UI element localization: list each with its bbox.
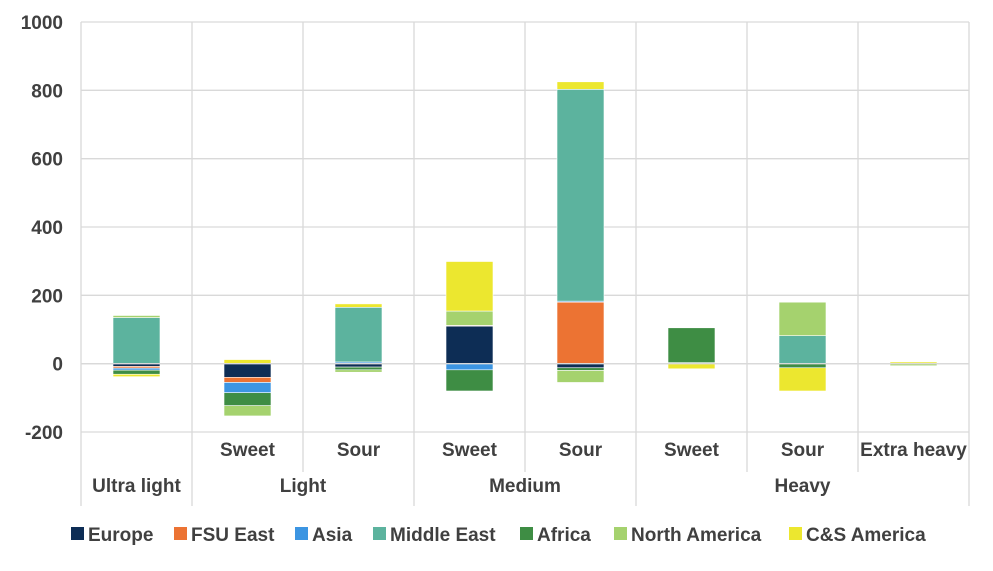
bar-segment [556,367,605,371]
legend-swatch [373,527,386,540]
bar-segment [112,373,161,377]
legend-swatch [295,527,308,540]
subcategory-label: Sweet [442,440,498,461]
y-tick-label: 0 [52,355,63,376]
bar-segment [334,306,383,363]
bar-segment [556,301,605,364]
legend-label: FSU East [191,525,275,546]
bar-segment [112,369,161,375]
bar-segment [334,369,383,373]
bar-segment [223,377,272,383]
bar-segment [667,363,716,370]
bar-segment [445,325,494,364]
bar-segment [778,301,827,336]
bar-segment [667,327,716,363]
bar-segment [778,335,827,364]
bar-segment [778,367,827,392]
subcategory-label: Sour [337,440,381,461]
y-tick-label: 1000 [21,13,63,34]
y-tick-label: 400 [31,218,63,239]
legend-label: Middle East [390,525,496,546]
legend-label: Africa [537,525,591,546]
subcategory-label: Sour [781,440,825,461]
y-tick-label: 800 [31,81,63,102]
bar-segment [445,369,494,392]
group-label: Heavy [775,476,831,497]
legend-label: North America [631,525,762,546]
group-label: Medium [489,476,561,497]
subcategory-label: Sweet [664,440,720,461]
subcategory-label: Sour [559,440,603,461]
legend-swatch [614,527,627,540]
subcategory-label: Extra heavy [860,440,967,461]
legend-label: C&S America [806,525,926,546]
group-label: Ultra light [92,476,181,497]
bar-segment [445,310,494,326]
bar-segment [223,405,272,417]
legend-swatch [174,527,187,540]
legend-label: Europe [88,525,153,546]
y-tick-label: -200 [25,423,63,444]
bar-segment [556,370,605,383]
bar-segment [223,363,272,378]
bar-segment [223,392,272,406]
bar-segment [334,303,383,308]
y-tick-label: 600 [31,150,63,171]
bar-segment [556,89,605,302]
bar-segment [334,366,383,371]
subcategory-label: Sweet [220,440,276,461]
bar-segment [112,367,161,371]
group-label: Light [280,476,327,497]
legend-swatch [520,527,533,540]
bar-segment [112,317,161,364]
legend-swatch [71,527,84,540]
bar-segment [445,363,494,371]
bar-segment [556,81,605,90]
legend-label: Asia [312,525,353,546]
bar-segment [112,315,161,318]
bar-segment [445,261,494,312]
bar-segment [223,382,272,394]
y-tick-label: 200 [31,286,63,307]
legend-swatch [789,527,802,540]
